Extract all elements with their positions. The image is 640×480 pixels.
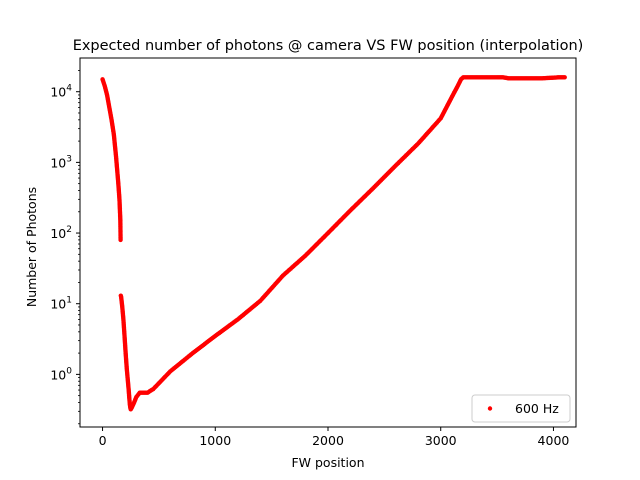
data-point — [118, 237, 123, 243]
y-tick-label: 101 — [50, 296, 72, 312]
y-axis-label: Number of Photons — [24, 187, 39, 307]
legend-marker — [487, 406, 493, 411]
x-tick-label: 0 — [99, 433, 107, 448]
data-point — [562, 75, 567, 80]
x-tick-label: 3000 — [425, 433, 457, 448]
x-axis-ticks: 0 1000 2000 3000 4000 — [99, 427, 570, 448]
y-tick-label: 102 — [50, 225, 72, 241]
x-tick-label: 2000 — [312, 433, 344, 448]
x-tick-label: 1000 — [199, 433, 231, 448]
y-tick-label: 103 — [50, 154, 72, 170]
legend-label: 600 Hz — [515, 401, 559, 416]
y-axis-ticks: 100 101 102 103 104 — [50, 70, 80, 425]
y-tick-label: 100 — [50, 366, 72, 382]
x-axis-label: FW position — [291, 455, 364, 470]
legend: 600 Hz — [471, 394, 571, 423]
chart-title: Expected number of photons @ camera VS F… — [73, 38, 584, 54]
data-points — [100, 75, 567, 412]
x-tick-label: 4000 — [538, 433, 570, 448]
legend-box — [471, 394, 571, 423]
y-tick-label: 104 — [50, 84, 72, 100]
